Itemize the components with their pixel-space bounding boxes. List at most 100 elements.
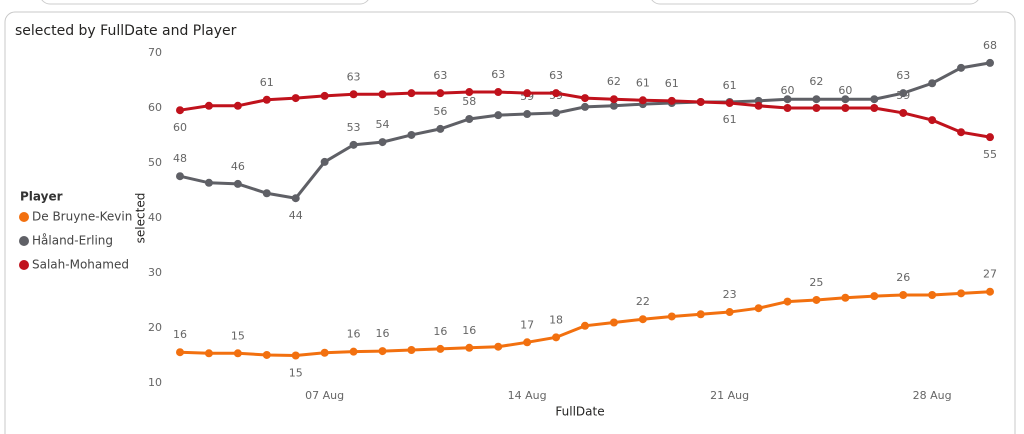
data-label: 23 [723, 288, 737, 301]
legend-label: Salah-Mohamed [32, 258, 129, 272]
data-label: 58 [462, 95, 476, 108]
data-point [233, 101, 242, 110]
data-point [754, 304, 763, 313]
data-point [899, 108, 908, 117]
data-point [552, 108, 561, 117]
y-axis-title: selected [134, 193, 148, 244]
data-label: 60 [838, 84, 852, 97]
data-point [233, 179, 242, 188]
data-point [436, 89, 445, 98]
data-point [638, 96, 647, 105]
data-point [609, 95, 618, 104]
data-label: 62 [809, 75, 823, 88]
data-label: 15 [231, 329, 245, 342]
data-label: 27 [983, 268, 997, 281]
data-point [494, 342, 503, 351]
data-label: 16 [433, 325, 447, 338]
data-point [957, 63, 966, 72]
data-point [783, 95, 792, 104]
y-tick-label: 20 [148, 321, 162, 334]
data-point [725, 308, 734, 317]
visual-card [4, 11, 1016, 434]
y-tick-label: 10 [148, 376, 162, 389]
data-label: 61 [260, 76, 274, 89]
legend-label: De Bruyne-Kevin [32, 210, 132, 224]
data-point [378, 347, 387, 356]
data-point [262, 189, 271, 198]
data-point [176, 106, 184, 115]
data-point [465, 88, 474, 97]
data-point [609, 101, 618, 110]
y-tick-label: 70 [148, 46, 162, 59]
data-label: 68 [983, 39, 997, 52]
data-point [754, 101, 763, 110]
data-point [870, 292, 879, 301]
data-label: 44 [289, 209, 303, 222]
data-point [928, 116, 937, 125]
data-point [176, 348, 184, 357]
data-label: 63 [896, 69, 910, 82]
data-point [204, 349, 213, 358]
other-visual [41, 0, 369, 5]
data-point [870, 95, 879, 104]
data-point [581, 94, 589, 103]
data-point [667, 96, 676, 105]
data-point [899, 89, 908, 98]
data-point [609, 318, 618, 327]
data-point [841, 104, 850, 112]
data-point [870, 104, 879, 112]
x-tick-label: 14 Aug [508, 389, 547, 402]
chart-title: selected by FullDate and Player [15, 23, 237, 39]
data-label: 46 [231, 160, 245, 173]
data-point [494, 88, 503, 97]
x-tick-label: 28 Aug [913, 389, 952, 402]
data-label: 22 [636, 295, 650, 308]
data-point [696, 310, 705, 319]
legend-label: Håland-Erling [32, 234, 113, 248]
y-tick-label: 60 [148, 101, 162, 114]
data-point [928, 79, 937, 88]
data-point [262, 350, 271, 359]
data-point [378, 138, 387, 147]
data-label: 17 [520, 318, 534, 331]
data-point [783, 297, 792, 306]
data-label: 55 [983, 148, 997, 161]
data-point [581, 321, 589, 330]
legend-marker [19, 236, 29, 246]
data-point [176, 172, 184, 181]
data-label: 16 [376, 327, 390, 340]
data-label: 25 [809, 276, 823, 289]
data-point [349, 347, 358, 356]
legend-title: Player [20, 190, 63, 204]
data-point [986, 287, 994, 296]
data-label: 60 [173, 121, 187, 134]
data-point [812, 104, 821, 112]
data-label: 56 [433, 105, 447, 118]
y-tick-label: 40 [148, 211, 162, 224]
data-point [812, 95, 821, 104]
data-point [233, 349, 242, 358]
data-point [436, 344, 445, 353]
data-point [407, 346, 416, 354]
data-label: 26 [896, 271, 910, 284]
data-point [581, 102, 589, 111]
data-label: 61 [723, 113, 737, 126]
data-label: 16 [347, 328, 361, 341]
data-point [465, 115, 474, 123]
data-point [957, 128, 966, 137]
data-point [552, 333, 561, 342]
data-point [407, 130, 416, 139]
data-point [262, 95, 271, 104]
data-label: 18 [549, 313, 563, 326]
data-point [899, 291, 908, 299]
data-point [638, 315, 647, 324]
data-point [378, 90, 387, 99]
data-label: 61 [636, 76, 650, 89]
data-label: 63 [491, 68, 505, 81]
data-point [320, 348, 329, 357]
data-label: 63 [433, 69, 447, 82]
data-label: 53 [347, 121, 361, 134]
x-tick-label: 21 Aug [710, 389, 749, 402]
data-point [928, 291, 937, 299]
